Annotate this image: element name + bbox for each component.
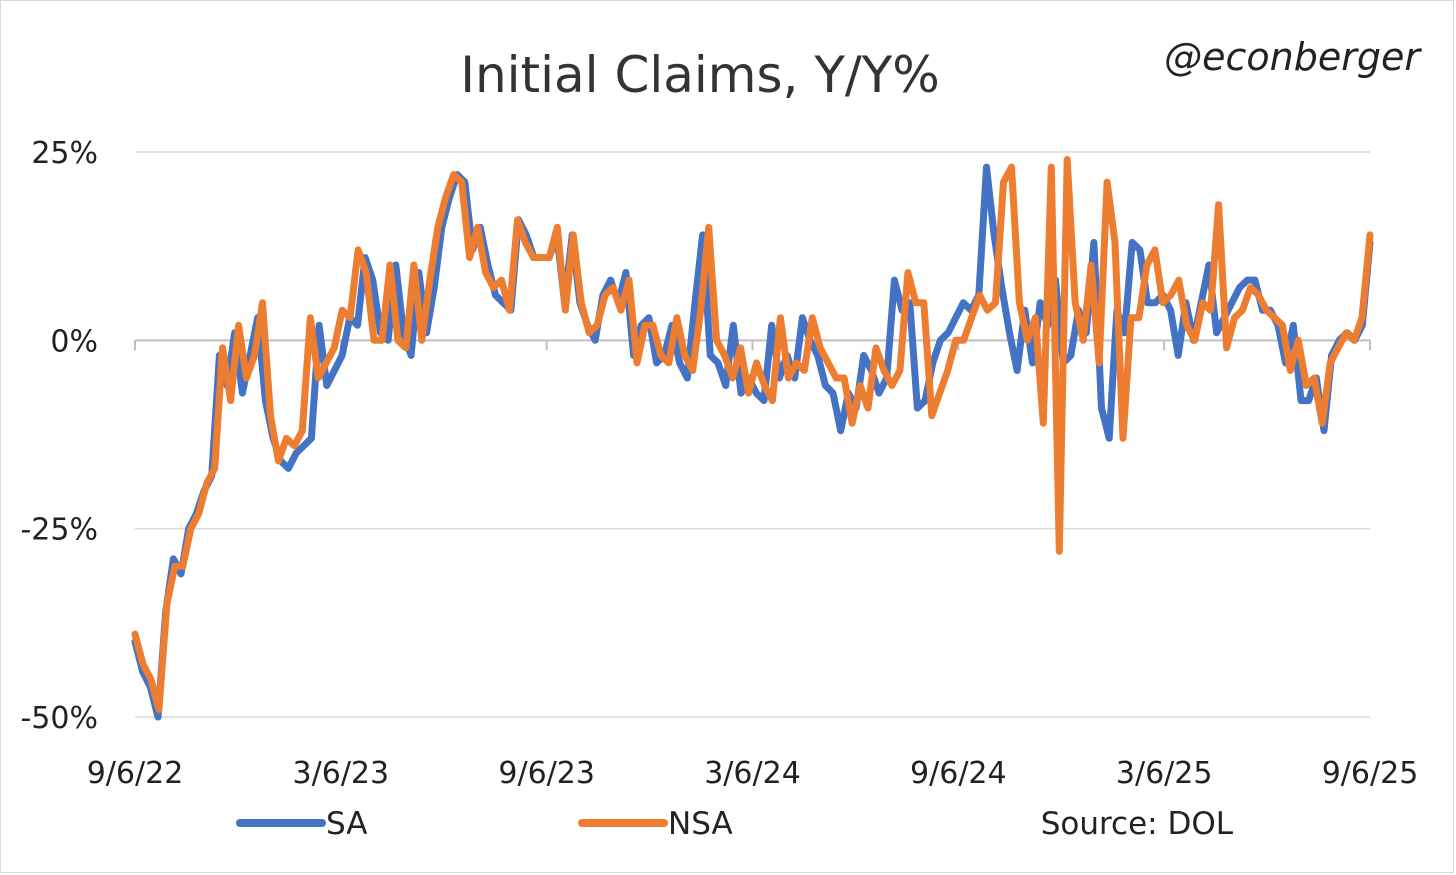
y-tick-label: -25%	[20, 513, 98, 548]
x-tick-label: 9/6/23	[498, 756, 595, 791]
legend-label-sa: SA	[326, 806, 367, 842]
x-tick-label: 9/6/25	[1322, 756, 1419, 791]
y-axis-tick-labels: 25% 0% -25% -50%	[20, 136, 98, 736]
legend-label-nsa: NSA	[668, 806, 733, 842]
y-tick-label: -50%	[20, 701, 98, 736]
y-tick-label: 25%	[31, 136, 98, 171]
x-tick-label: 9/6/22	[87, 756, 184, 791]
series-line-nsa	[131, 156, 1374, 713]
chart-title: Initial Claims, Y/Y%	[460, 46, 940, 104]
x-tick-label: 3/6/25	[1116, 756, 1213, 791]
series-layer	[131, 156, 1374, 721]
x-axis-tick-labels: 9/6/22 3/6/23 9/6/23 3/6/24 9/6/24 3/6/25 9/6/…	[87, 756, 1419, 791]
gridlines	[134, 151, 1371, 718]
x-tick-label: 3/6/24	[704, 756, 801, 791]
y-tick-label: 0%	[50, 324, 98, 359]
source-note: Source: DOL	[1041, 806, 1234, 842]
x-tick-label: 3/6/23	[293, 756, 390, 791]
x-tick-label: 9/6/24	[910, 756, 1007, 791]
author-handle: @econberger	[1164, 35, 1422, 79]
legend: SA NSA	[236, 806, 733, 842]
series-line-sa	[131, 163, 1374, 721]
